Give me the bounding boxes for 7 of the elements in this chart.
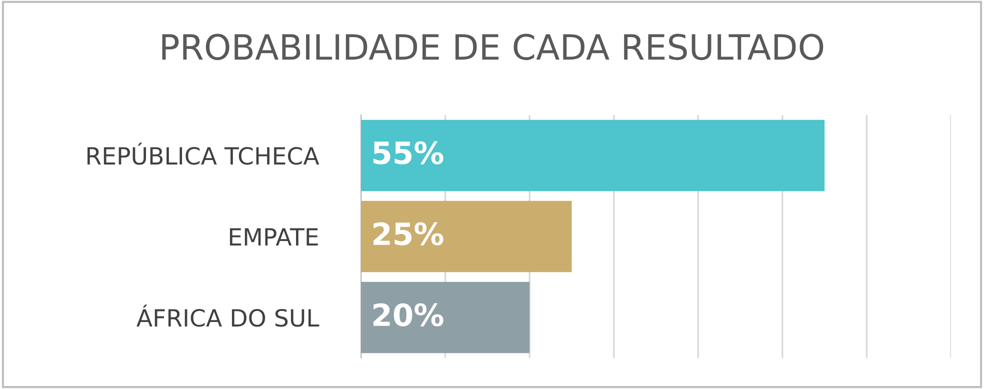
data-label: 55% (373, 141, 444, 164)
y-tick-label: REPÚBLICA TCHECA (88, 142, 320, 165)
data-label: 25% (374, 222, 444, 246)
y-tick-label: ÁFRICA DO SUL (136, 304, 320, 327)
data-label: 20% (374, 303, 444, 326)
chart-title: PROBABILIDADE DE CADA RESULTADO (162, 34, 824, 60)
y-tick-label: EMPATE (230, 228, 318, 246)
